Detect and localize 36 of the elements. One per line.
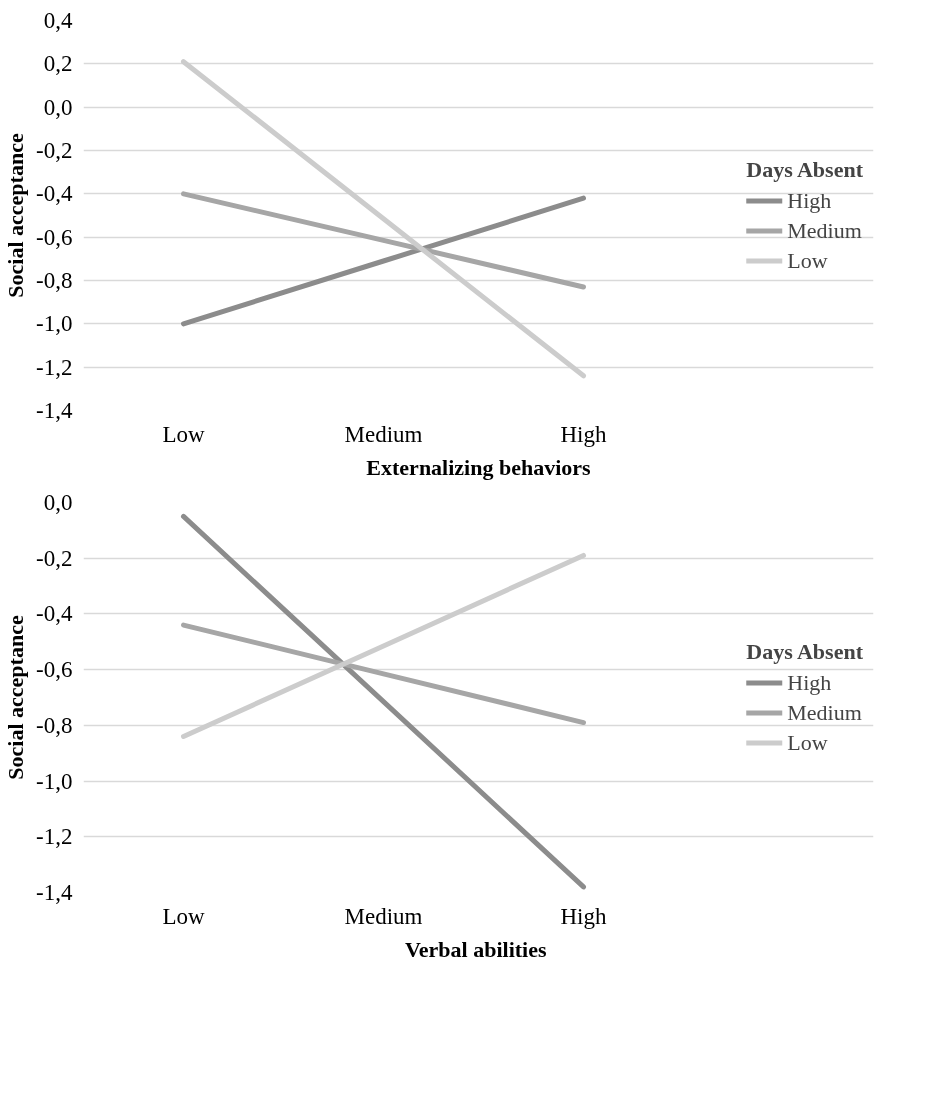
legend-title: Days Absent xyxy=(746,638,863,665)
x-axis-title: Verbal abilities xyxy=(404,936,547,962)
y-tick-label: -0,6 xyxy=(36,657,73,683)
y-tick-label: 0,0 xyxy=(43,94,73,120)
y-tick-label: -1,4 xyxy=(36,880,73,905)
x-tick-label: High xyxy=(560,421,607,447)
y-tick-label: -1,0 xyxy=(36,311,73,337)
y-tick-label: -1,2 xyxy=(36,354,73,380)
y-axis-title: Social acceptance xyxy=(3,615,29,780)
legend-label: Medium xyxy=(787,699,862,726)
y-tick-label: -0,2 xyxy=(36,138,73,163)
y-tick-label: -0,8 xyxy=(36,268,73,293)
y-axis-title: Social acceptance xyxy=(3,133,29,298)
legend-label: High xyxy=(787,187,832,214)
y-tick-label: 0,2 xyxy=(43,51,73,77)
legend-label: High xyxy=(787,669,832,696)
x-tick-label: Medium xyxy=(344,421,423,447)
legend-label: Medium xyxy=(787,217,862,244)
y-tick-label: -0,8 xyxy=(36,712,73,738)
y-tick-label: -0,4 xyxy=(36,601,73,627)
legend-title: Days Absent xyxy=(746,156,863,183)
y-tick-label: -1,0 xyxy=(36,768,73,794)
x-axis-title: Externalizing behaviors xyxy=(366,454,592,480)
legend-label: Low xyxy=(787,729,828,756)
y-tick-label: -1,2 xyxy=(36,824,73,850)
x-tick-label: High xyxy=(560,903,607,929)
y-tick-label: 0,0 xyxy=(43,490,73,515)
x-tick-label: Low xyxy=(162,421,205,447)
x-tick-label: Low xyxy=(162,903,205,929)
y-tick-label: -1,4 xyxy=(36,398,73,423)
y-tick-label: -0,2 xyxy=(36,545,73,571)
legend-label: Low xyxy=(787,247,828,274)
y-tick-label: 0,4 xyxy=(43,8,73,33)
y-tick-label: -0,6 xyxy=(36,224,73,250)
x-tick-label: Medium xyxy=(344,903,423,929)
y-tick-label: -0,4 xyxy=(36,181,73,207)
